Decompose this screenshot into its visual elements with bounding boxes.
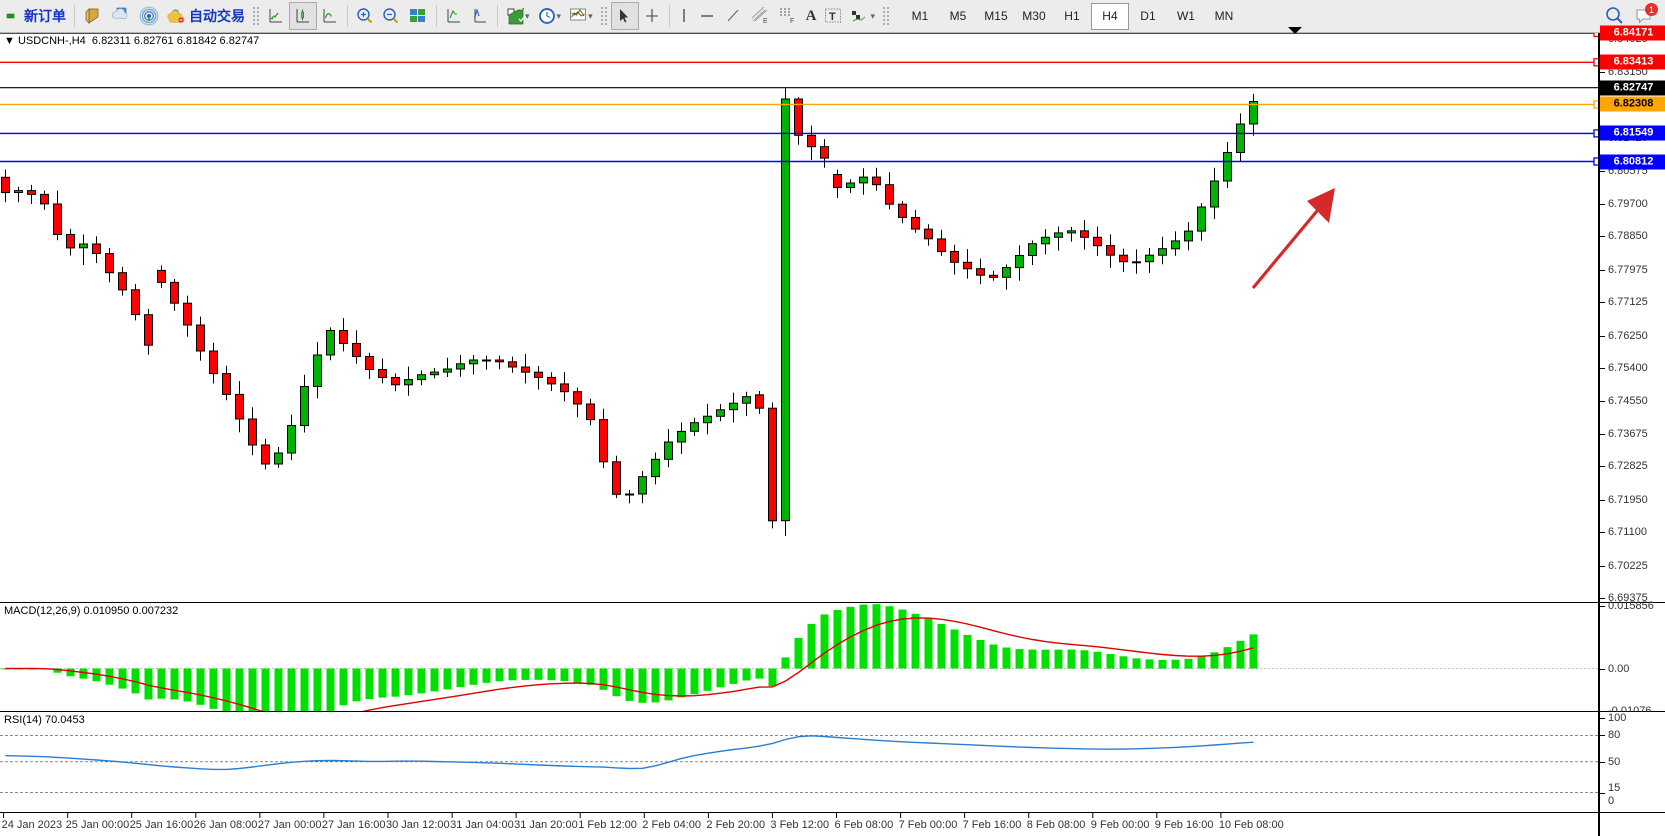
svg-text:F: F <box>790 18 794 25</box>
svg-text:T: T <box>829 11 836 23</box>
svg-text:E: E <box>763 18 768 25</box>
